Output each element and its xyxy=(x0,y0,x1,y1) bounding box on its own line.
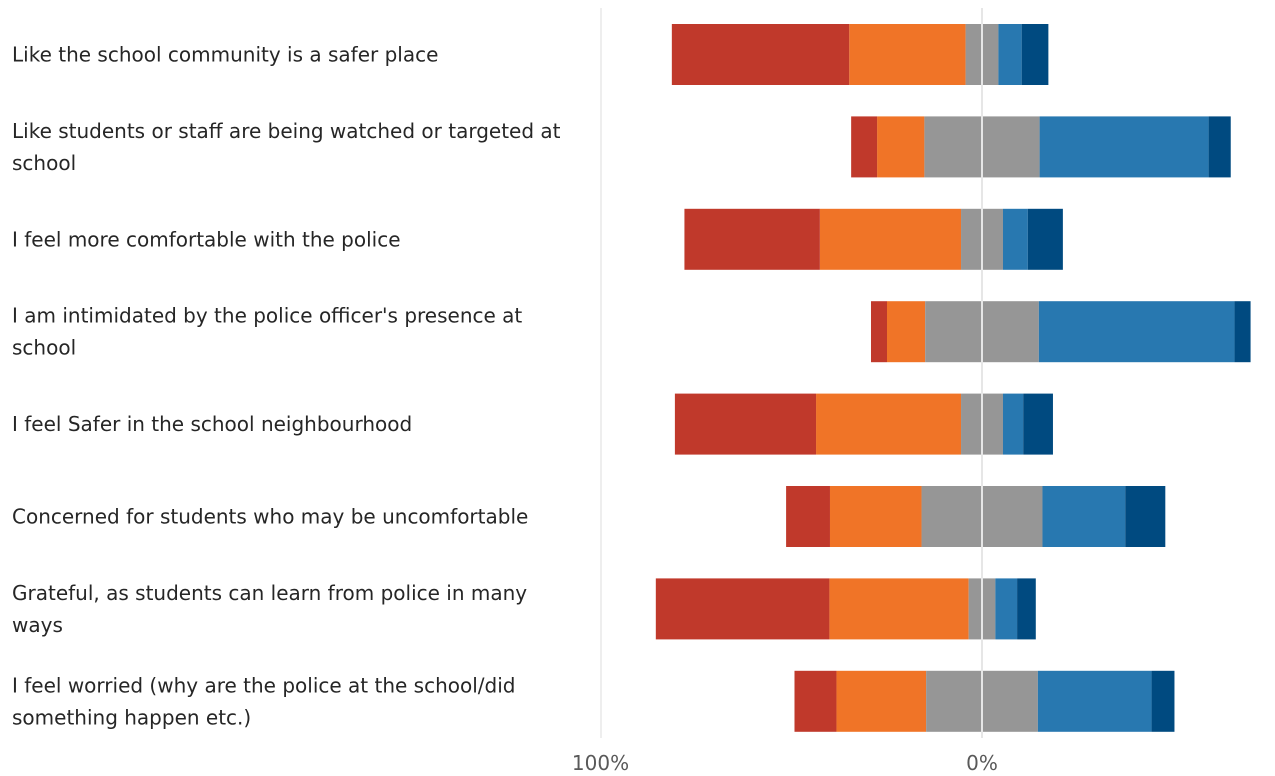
x-tick-label: 0% xyxy=(966,751,998,775)
bar-segment xyxy=(794,670,837,732)
bar-segment xyxy=(1002,208,1028,270)
category-label: I feel worried (why are the police at th… xyxy=(12,673,515,697)
bar-segment xyxy=(998,24,1022,85)
bar-segment xyxy=(995,578,1018,640)
bar-segment xyxy=(877,116,925,178)
bar-segment xyxy=(849,24,966,85)
category-label: school xyxy=(12,151,76,175)
bar-segment xyxy=(1042,486,1126,547)
bar-segment xyxy=(1023,393,1053,455)
x-tick-labels: 100% 0% xyxy=(572,751,998,775)
bar-segment xyxy=(1038,301,1235,363)
category-label: ways xyxy=(12,613,63,637)
x-tick-label: 100% xyxy=(572,751,629,775)
bar-segment xyxy=(829,486,922,547)
category-label: Concerned for students who may be uncomf… xyxy=(12,505,528,529)
bar-segment xyxy=(887,301,926,363)
bar-segment xyxy=(851,116,878,178)
bar-segment xyxy=(1125,486,1166,547)
bar-segment xyxy=(1027,208,1063,270)
bar-segment xyxy=(655,578,830,640)
bar-segment xyxy=(674,393,817,455)
bar-segment xyxy=(1234,301,1251,363)
category-label: I feel Safer in the school neighbourhood xyxy=(12,412,412,436)
bar-segment xyxy=(1002,393,1024,455)
category-labels: Like the school community is a safer pla… xyxy=(12,43,561,730)
bar-segment xyxy=(870,301,888,363)
category-label: school xyxy=(12,336,76,360)
bar-segment xyxy=(1017,578,1036,640)
bar-segment xyxy=(816,393,962,455)
category-label: Grateful, as students can learn from pol… xyxy=(12,581,527,605)
category-label: I feel more comfortable with the police xyxy=(12,227,401,251)
category-label: I am intimidated by the police officer's… xyxy=(12,304,522,328)
category-label: Like students or staff are being watched… xyxy=(12,119,561,143)
bar-segment xyxy=(786,486,830,547)
bar-segment xyxy=(1208,116,1231,178)
category-label: something happen etc.) xyxy=(12,705,251,729)
bar-segment xyxy=(1151,670,1175,732)
bar-segment xyxy=(829,578,969,640)
bar-segment xyxy=(1037,670,1152,732)
bar-segment xyxy=(1021,24,1049,85)
category-label: Like the school community is a safer pla… xyxy=(12,43,438,67)
bar-segment xyxy=(819,208,962,270)
bar-segment xyxy=(684,208,820,270)
bars xyxy=(655,24,1251,732)
bar-segment xyxy=(671,24,850,85)
bar-segment xyxy=(1039,116,1209,178)
bar-segment xyxy=(836,670,927,732)
